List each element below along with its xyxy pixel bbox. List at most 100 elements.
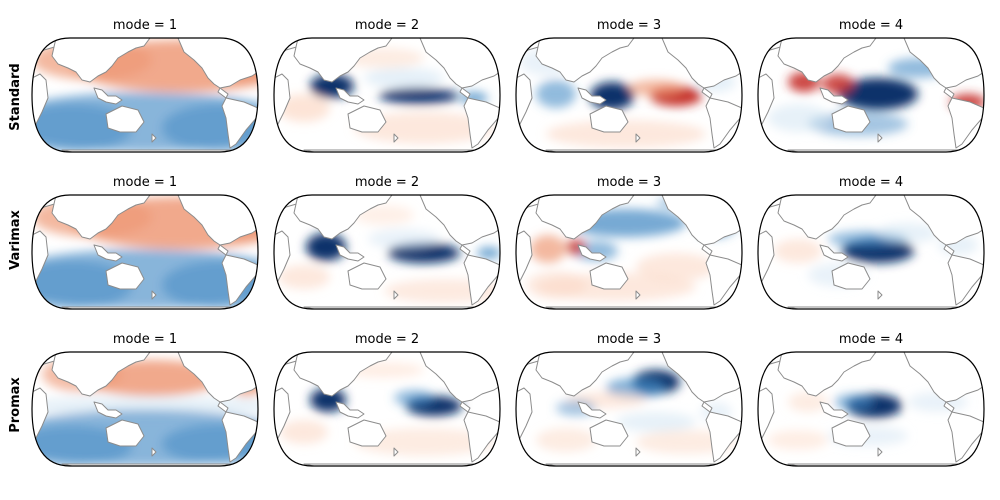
map-panel-r3-m2	[273, 351, 501, 467]
panel-title-r3-m3: mode = 3	[597, 332, 661, 347]
map-panels	[31, 37, 985, 467]
land-seasia	[819, 87, 849, 105]
land-samerica	[705, 97, 742, 149]
land-seasia	[819, 244, 849, 262]
panel-title-r2-m3: mode = 3	[597, 175, 661, 190]
land-samerica	[947, 254, 984, 306]
land-asia	[293, 352, 393, 397]
land-asia	[535, 195, 635, 240]
map-panel-r1-m3	[515, 37, 743, 153]
land-samerica	[463, 411, 500, 463]
land-samerica	[221, 97, 258, 149]
coastlines	[516, 352, 742, 466]
map-panel-r3-m3	[515, 351, 743, 467]
land-asia	[535, 352, 635, 397]
map-outline	[273, 351, 501, 467]
panel-titles: mode = 1 mode = 2 mode = 3 mode = 4 mode…	[113, 18, 903, 347]
map-panel-r3-m4	[757, 351, 985, 467]
map-outline	[31, 351, 259, 467]
land-australia	[589, 105, 629, 133]
land-seasia	[577, 401, 607, 419]
map-panel-r2-m4	[757, 194, 985, 310]
map-outline	[31, 194, 259, 310]
panel-title-r1-m1: mode = 1	[113, 18, 177, 33]
land-seasia	[577, 244, 607, 262]
land-nz	[877, 447, 883, 457]
row-label-varimax: Varimax	[8, 210, 23, 270]
land-australia	[589, 262, 629, 290]
land-samerica	[705, 254, 742, 306]
land-australia	[347, 105, 387, 133]
coastlines	[274, 38, 500, 152]
land-samerica	[947, 97, 984, 149]
map-outline	[757, 351, 985, 467]
land-asia	[51, 352, 151, 397]
land-nz	[635, 133, 641, 143]
land-nz	[635, 447, 641, 457]
coastlines	[32, 352, 258, 466]
land-seasia	[335, 87, 365, 105]
row-labels: Standard Varimax Promax	[8, 63, 23, 432]
land-nz	[877, 133, 883, 143]
map-panel-r1-m4	[757, 37, 985, 153]
panel-title-r1-m4: mode = 4	[839, 18, 903, 33]
map-outline	[757, 194, 985, 310]
map-outline	[273, 37, 501, 153]
map-panel-r2-m2	[273, 194, 501, 310]
land-asia	[293, 195, 393, 240]
land-nz	[877, 290, 883, 300]
coastlines	[516, 38, 742, 152]
land-australia	[105, 262, 145, 290]
land-samerica	[463, 97, 500, 149]
land-asia	[535, 38, 635, 83]
land-nz	[151, 447, 157, 457]
panel-title-r2-m2: mode = 2	[355, 175, 419, 190]
land-asia	[293, 38, 393, 83]
land-australia	[831, 262, 871, 290]
map-panel-r1-m1	[31, 37, 259, 153]
land-samerica	[947, 411, 984, 463]
coastlines	[32, 38, 258, 152]
land-asia	[51, 38, 151, 83]
land-nz	[393, 133, 399, 143]
map-outline	[515, 351, 743, 467]
land-seasia	[93, 244, 123, 262]
map-outline	[515, 194, 743, 310]
row-label-promax: Promax	[8, 377, 23, 433]
map-outline	[757, 37, 985, 153]
panel-title-r1-m2: mode = 2	[355, 18, 419, 33]
land-samerica	[705, 411, 742, 463]
map-panel-r3-m1	[31, 351, 259, 467]
map-panel-r2-m1	[31, 194, 259, 310]
land-seasia	[93, 87, 123, 105]
land-seasia	[335, 244, 365, 262]
land-seasia	[819, 401, 849, 419]
land-australia	[105, 105, 145, 133]
coastlines	[758, 38, 984, 152]
panel-title-r3-m2: mode = 2	[355, 332, 419, 347]
land-samerica	[221, 411, 258, 463]
panel-title-r1-m3: mode = 3	[597, 18, 661, 33]
panel-title-r3-m4: mode = 4	[839, 332, 903, 347]
land-samerica	[221, 254, 258, 306]
land-asia	[777, 38, 877, 83]
panel-title-r3-m1: mode = 1	[113, 332, 177, 347]
land-australia	[831, 419, 871, 447]
land-australia	[831, 105, 871, 133]
land-nz	[151, 133, 157, 143]
map-outline	[273, 194, 501, 310]
coastlines	[758, 352, 984, 466]
panel-title-r2-m4: mode = 4	[839, 175, 903, 190]
land-asia	[51, 195, 151, 240]
row-label-standard: Standard	[8, 63, 23, 130]
map-outline	[31, 37, 259, 153]
land-nz	[635, 290, 641, 300]
land-australia	[347, 419, 387, 447]
land-australia	[347, 262, 387, 290]
panel-title-r2-m1: mode = 1	[113, 175, 177, 190]
land-nz	[393, 447, 399, 457]
land-seasia	[577, 87, 607, 105]
land-nz	[151, 290, 157, 300]
land-asia	[777, 195, 877, 240]
